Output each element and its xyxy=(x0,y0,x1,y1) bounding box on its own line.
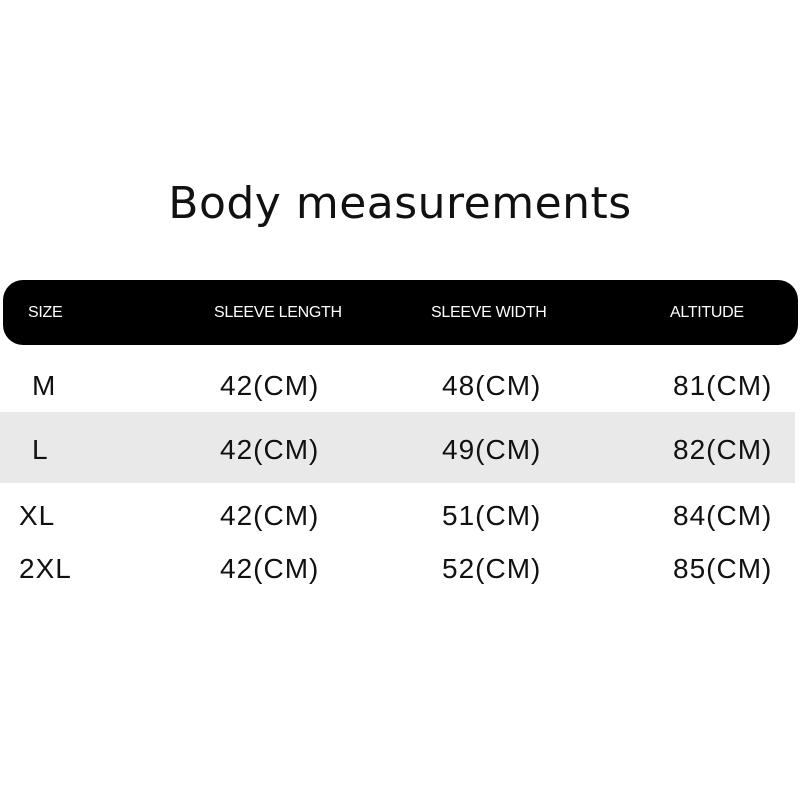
cell-altitude: 85(CM) xyxy=(673,553,773,584)
cell-sleeve-width: 51(CM) xyxy=(442,500,542,531)
cell-sleeve-width: 49(CM) xyxy=(442,434,542,465)
header-altitude: ALTITUDE xyxy=(670,304,744,321)
cell-altitude: 82(CM) xyxy=(673,434,773,465)
cell-size: L xyxy=(32,434,49,465)
cell-sleeve-length: 42(CM) xyxy=(220,500,320,531)
cell-size: M xyxy=(32,370,57,401)
cell-sleeve-length: 42(CM) xyxy=(220,553,320,584)
highlight-row-background xyxy=(0,412,795,483)
cell-sleeve-length: 42(CM) xyxy=(220,370,320,401)
cell-altitude: 81(CM) xyxy=(673,370,773,401)
cell-size: 2XL xyxy=(19,553,72,584)
table-header: SIZE SLEEVE LENGTH SLEEVE WIDTH ALTITUDE xyxy=(3,280,798,345)
header-size: SIZE xyxy=(28,304,63,321)
table-row: M 42(CM) 48(CM) 81(CM) xyxy=(0,370,800,410)
cell-sleeve-length: 42(CM) xyxy=(220,434,320,465)
cell-sleeve-width: 52(CM) xyxy=(442,553,542,584)
table-row: 2XL 42(CM) 52(CM) 85(CM) xyxy=(0,553,800,593)
page-title: Body measurements xyxy=(168,178,632,229)
table-row: XL 42(CM) 51(CM) 84(CM) xyxy=(0,500,800,540)
cell-sleeve-width: 48(CM) xyxy=(442,370,542,401)
cell-altitude: 84(CM) xyxy=(673,500,773,531)
header-sleeve-length: SLEEVE LENGTH xyxy=(214,304,342,321)
table-row: L 42(CM) 49(CM) 82(CM) xyxy=(0,434,800,474)
cell-size: XL xyxy=(19,500,56,531)
header-sleeve-width: SLEEVE WIDTH xyxy=(431,304,547,321)
